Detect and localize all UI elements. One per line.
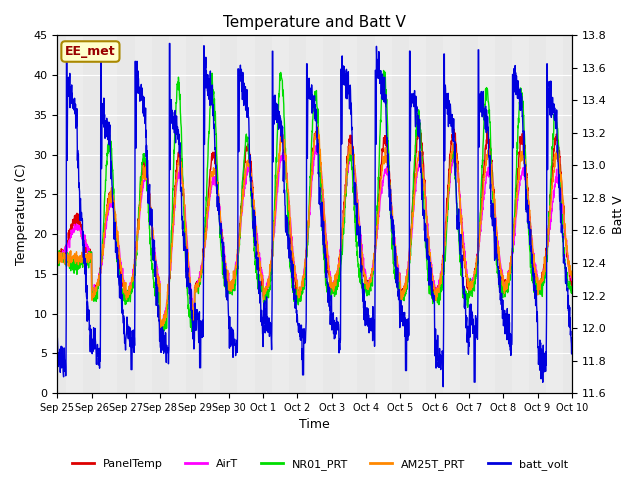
batt_volt <box>330 310 337 316</box>
AirT <box>568 276 576 282</box>
AM25T_PRT <box>330 288 337 294</box>
PanelTemp <box>330 280 337 286</box>
PanelTemp <box>537 283 545 289</box>
NR01_PRT <box>523 196 531 202</box>
PanelTemp <box>197 269 205 275</box>
PanelTemp <box>523 170 531 176</box>
AirT <box>523 184 531 190</box>
AM25T_PRT <box>197 272 205 277</box>
PanelTemp <box>54 258 61 264</box>
AM25T_PRT <box>465 276 472 281</box>
NR01_PRT <box>330 282 337 288</box>
Text: EE_met: EE_met <box>65 45 116 58</box>
Y-axis label: Batt V: Batt V <box>612 195 625 234</box>
Bar <box>477 36 495 393</box>
Line: AM25T_PRT: AM25T_PRT <box>58 126 572 332</box>
Bar <box>340 36 358 393</box>
Line: batt_volt: batt_volt <box>58 44 572 387</box>
Bar <box>512 36 529 393</box>
AirT <box>330 280 337 286</box>
AirT <box>537 277 545 283</box>
AirT <box>314 142 322 148</box>
batt_volt <box>54 336 61 341</box>
Bar <box>134 36 152 393</box>
batt_volt <box>439 384 447 390</box>
AirT <box>197 265 205 271</box>
batt_volt <box>197 324 205 330</box>
Line: NR01_PRT: NR01_PRT <box>58 71 572 332</box>
batt_volt <box>523 208 531 214</box>
Bar <box>100 36 117 393</box>
AM25T_PRT <box>54 254 61 260</box>
AM25T_PRT <box>523 175 531 181</box>
AM25T_PRT <box>568 275 576 281</box>
Bar <box>409 36 426 393</box>
Y-axis label: Temperature (C): Temperature (C) <box>15 163 28 265</box>
NR01_PRT <box>465 298 472 304</box>
AirT <box>341 205 349 211</box>
Bar <box>66 36 83 393</box>
Bar <box>169 36 186 393</box>
NR01_PRT <box>197 272 205 277</box>
NR01_PRT <box>157 329 164 335</box>
batt_volt <box>340 68 348 73</box>
AM25T_PRT <box>313 123 321 129</box>
NR01_PRT <box>340 220 348 226</box>
Title: Temperature and Batt V: Temperature and Batt V <box>223 15 406 30</box>
batt_volt <box>568 335 576 341</box>
Line: AirT: AirT <box>58 145 572 328</box>
AirT <box>157 325 164 331</box>
NR01_PRT <box>537 291 545 297</box>
Bar <box>306 36 323 393</box>
Bar <box>237 36 255 393</box>
Bar <box>546 36 563 393</box>
Legend: PanelTemp, AirT, NR01_PRT, AM25T_PRT, batt_volt: PanelTemp, AirT, NR01_PRT, AM25T_PRT, ba… <box>68 455 572 474</box>
AirT <box>54 253 61 259</box>
NR01_PRT <box>568 290 576 296</box>
AM25T_PRT <box>341 195 349 201</box>
AirT <box>465 277 472 283</box>
Line: PanelTemp: PanelTemp <box>58 124 572 334</box>
X-axis label: Time: Time <box>300 419 330 432</box>
Bar <box>444 36 460 393</box>
NR01_PRT <box>54 260 61 266</box>
Bar <box>203 36 220 393</box>
PanelTemp <box>416 121 424 127</box>
Bar <box>374 36 392 393</box>
batt_volt <box>166 41 173 47</box>
PanelTemp <box>340 192 348 198</box>
NR01_PRT <box>380 68 387 73</box>
Bar <box>272 36 289 393</box>
PanelTemp <box>568 283 576 289</box>
batt_volt <box>537 376 545 382</box>
PanelTemp <box>157 331 164 336</box>
batt_volt <box>465 328 472 334</box>
AM25T_PRT <box>537 280 545 286</box>
PanelTemp <box>465 287 472 292</box>
AM25T_PRT <box>157 329 164 335</box>
